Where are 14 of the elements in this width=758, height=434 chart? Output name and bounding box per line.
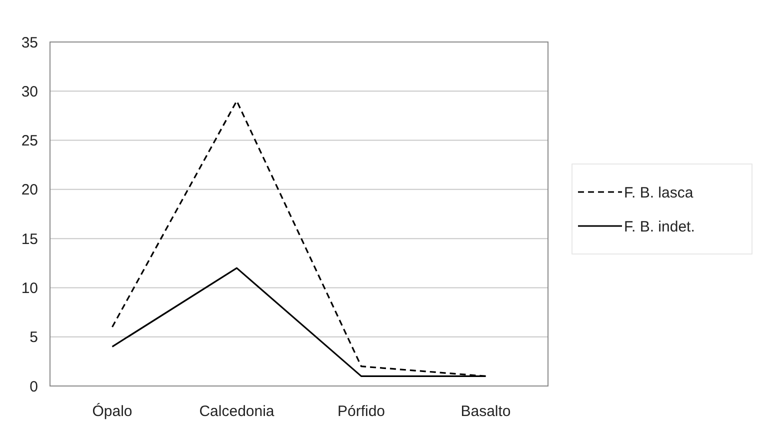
legend-label: F. B. lasca — [624, 184, 694, 202]
y-tick-label: 10 — [21, 280, 38, 297]
x-tick-label: Basalto — [460, 403, 511, 420]
y-tick-label: 25 — [21, 132, 38, 150]
legend-label: F. B. indet. — [624, 218, 695, 236]
y-tick-label: 0 — [30, 378, 38, 396]
y-tick-label: 5 — [30, 329, 38, 346]
x-tick-label: Pórfido — [337, 403, 386, 420]
y-tick-label: 15 — [21, 230, 38, 248]
x-tick-label: Calcedonia — [199, 403, 275, 420]
x-tick-label: Ópalo — [92, 402, 132, 420]
y-tick-label: 35 — [21, 34, 38, 52]
y-tick-label: 20 — [21, 182, 38, 199]
y-tick-label: 30 — [21, 83, 38, 100]
